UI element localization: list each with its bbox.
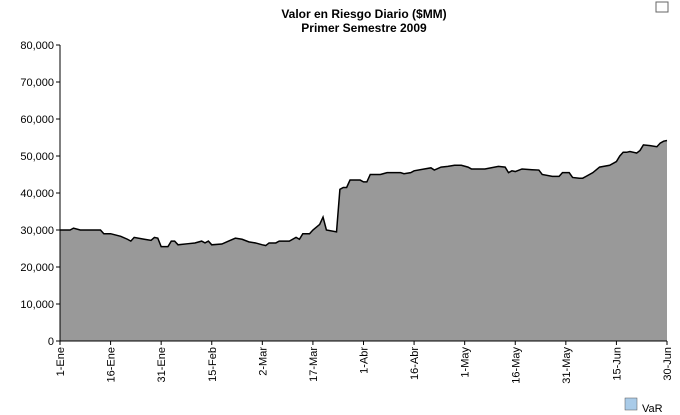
- x-tick-label: 15-Feb: [207, 347, 219, 382]
- area-line: [60, 139, 668, 248]
- x-tick-label: 15-Jun: [611, 347, 623, 381]
- y-tick-label: 10,000: [20, 299, 54, 311]
- y-tick-label: 70,000: [20, 77, 54, 89]
- y-tick-label: 80,000: [20, 40, 54, 52]
- corner-icon: [655, 1, 669, 13]
- x-tick-label: 2-Mar: [257, 347, 269, 376]
- chart-title: Valor en Riesgo Diario ($MM): [281, 7, 446, 21]
- legend-label: VaR: [642, 403, 663, 415]
- y-tick-label: 40,000: [20, 188, 54, 200]
- x-tick-label: 1-Ene: [55, 347, 67, 376]
- y-tick-label: 0: [48, 336, 54, 348]
- x-tick-label: 16-Abr: [409, 347, 421, 380]
- x-tick-label: 17-Mar: [308, 347, 320, 382]
- x-tick-label: 1-Abr: [359, 347, 371, 374]
- area: [60, 140, 667, 341]
- x-tick-label: 1-May: [460, 347, 472, 378]
- y-tick-label: 50,000: [20, 151, 54, 163]
- chart-subtitle: Primer Semestre 2009: [301, 21, 427, 35]
- y-tick-label: 20,000: [20, 262, 54, 274]
- x-tick-label: 16-Ene: [106, 347, 118, 382]
- y-tick-label: 60,000: [20, 114, 54, 126]
- x-tick-label: 16-May: [510, 347, 522, 384]
- x-tick-label: 30-Jun: [662, 347, 674, 381]
- x-tick-label: 31-Ene: [156, 347, 168, 382]
- legend-swatch: [624, 397, 638, 411]
- x-tick-label: 31-May: [561, 347, 573, 384]
- y-tick-label: 30,000: [20, 225, 54, 237]
